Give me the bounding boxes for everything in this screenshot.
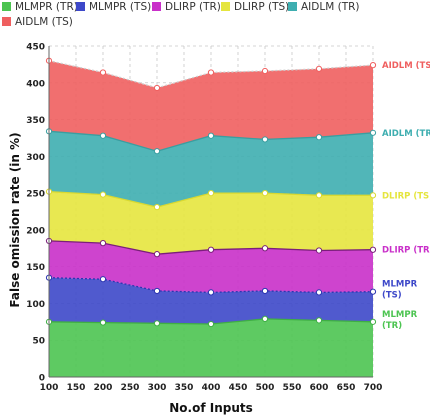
y-tick-label: 100 — [26, 300, 45, 310]
legend-label: DLIRP (TR) — [165, 1, 221, 13]
y-tick-label: 400 — [26, 79, 45, 89]
data-point — [315, 134, 323, 141]
data-point — [261, 245, 269, 252]
legend-swatch — [221, 2, 230, 11]
data-point — [99, 319, 107, 326]
data-point — [369, 246, 377, 253]
data-point — [207, 132, 215, 139]
data-point — [261, 67, 269, 75]
legend-label: MLMPR (TS) — [89, 1, 152, 13]
data-point — [207, 289, 215, 296]
area-aidlm-tr — [49, 131, 373, 208]
data-point — [261, 136, 269, 143]
legend-label: AIDLM (TS) — [15, 16, 73, 28]
x-tick-label: 650 — [337, 383, 356, 393]
legend-label: MLMPR (TR) — [15, 1, 78, 13]
legend-swatch — [2, 17, 11, 26]
area-mlmpr-tr — [49, 318, 373, 377]
area-aidlm-ts — [49, 60, 373, 152]
data-point — [261, 315, 269, 322]
y-tick-label: 200 — [26, 226, 45, 236]
series-end-label: MLMPR — [382, 280, 418, 290]
x-tick-label: 500 — [256, 383, 275, 393]
data-point — [261, 190, 269, 197]
series-end-label: MLMPR — [382, 310, 418, 320]
data-point — [99, 240, 107, 247]
data-point — [315, 247, 323, 254]
y-tick-label: 150 — [26, 263, 45, 273]
legend-item: DLIRP (TR) — [152, 1, 221, 17]
data-point — [153, 320, 161, 327]
data-point — [99, 276, 107, 283]
legend-swatch — [288, 2, 297, 11]
x-tick-label: 150 — [67, 383, 86, 393]
data-point — [153, 251, 161, 258]
data-point — [315, 65, 323, 72]
data-point — [369, 62, 377, 69]
data-point — [153, 148, 161, 155]
data-point — [207, 190, 215, 197]
x-tick-label: 200 — [94, 383, 113, 393]
legend-item: AIDLM (TS) — [2, 16, 73, 32]
data-point — [315, 317, 323, 324]
legend-item: MLMPR (TR) — [2, 1, 78, 17]
series-end-label: (TS) — [382, 291, 402, 301]
series-end-label: AIDLM (TR) — [382, 129, 430, 139]
data-point — [153, 203, 161, 211]
legend-item: MLMPR (TS) — [76, 1, 151, 17]
data-point — [99, 132, 107, 139]
data-point — [207, 320, 215, 328]
series-end-label: (TR) — [382, 321, 402, 331]
x-tick-label: 100 — [40, 383, 59, 393]
data-point — [153, 287, 161, 295]
data-point — [207, 246, 215, 253]
legend-label: DLIRP (TS) — [234, 1, 290, 13]
legend-item: AIDLM (TR) — [288, 1, 360, 17]
legend-swatch — [2, 2, 11, 11]
x-tick-label: 350 — [175, 383, 194, 393]
legend-swatch — [152, 2, 161, 11]
series-end-label: AIDLM (TS) — [382, 61, 430, 71]
data-point — [369, 129, 377, 136]
x-tick-label: 550 — [283, 383, 302, 393]
y-tick-label: 250 — [26, 190, 45, 200]
y-axis-label: False omission rate (in %) — [8, 132, 22, 307]
x-tick-label: 450 — [229, 383, 248, 393]
y-tick-label: 50 — [32, 337, 45, 347]
series-end-labels: MLMPR(TR)MLMPR(TS)DLIRP (TR)DLIRP (TS)AI… — [382, 61, 430, 331]
data-point — [315, 289, 323, 296]
x-tick-label: 600 — [310, 383, 329, 393]
x-tick-label: 700 — [364, 383, 383, 393]
data-point — [99, 69, 107, 76]
data-point — [369, 192, 377, 199]
x-tick-label: 400 — [202, 383, 221, 393]
data-point — [261, 287, 269, 295]
axes: 0 50 100 150 200 250 300 350 400 450 100 150 200 250 3… — [26, 43, 382, 394]
series-end-label: DLIRP (TR) — [382, 246, 430, 256]
area-dlirp-tr — [49, 240, 373, 293]
legend-label: AIDLM (TR) — [301, 1, 360, 13]
data-point — [315, 192, 323, 199]
y-tick-label: 0 — [39, 374, 45, 384]
area-dlirp-ts — [49, 191, 373, 255]
x-axis-label: No.of Inputs — [169, 401, 253, 415]
data-point — [207, 69, 215, 76]
x-tick-label: 300 — [148, 383, 167, 393]
legend: MLMPR (TR) MLMPR (TS) DLIRP (TR) DLIRP (TS)… — [0, 0, 430, 34]
series-points — [45, 57, 377, 328]
data-point — [99, 191, 107, 198]
area-mlmpr-ts — [49, 277, 373, 324]
y-tick-label: 350 — [26, 116, 45, 126]
data-point — [369, 288, 377, 295]
series-end-label: DLIRP (TS) — [382, 191, 430, 201]
y-tick-label: 450 — [26, 43, 45, 53]
legend-swatch — [76, 2, 85, 11]
series-areas — [49, 60, 373, 377]
data-point — [153, 84, 161, 92]
legend-item: DLIRP (TS) — [221, 1, 289, 17]
x-tick-label: 250 — [121, 383, 140, 393]
data-point — [369, 318, 377, 325]
y-tick-label: 300 — [26, 153, 45, 163]
